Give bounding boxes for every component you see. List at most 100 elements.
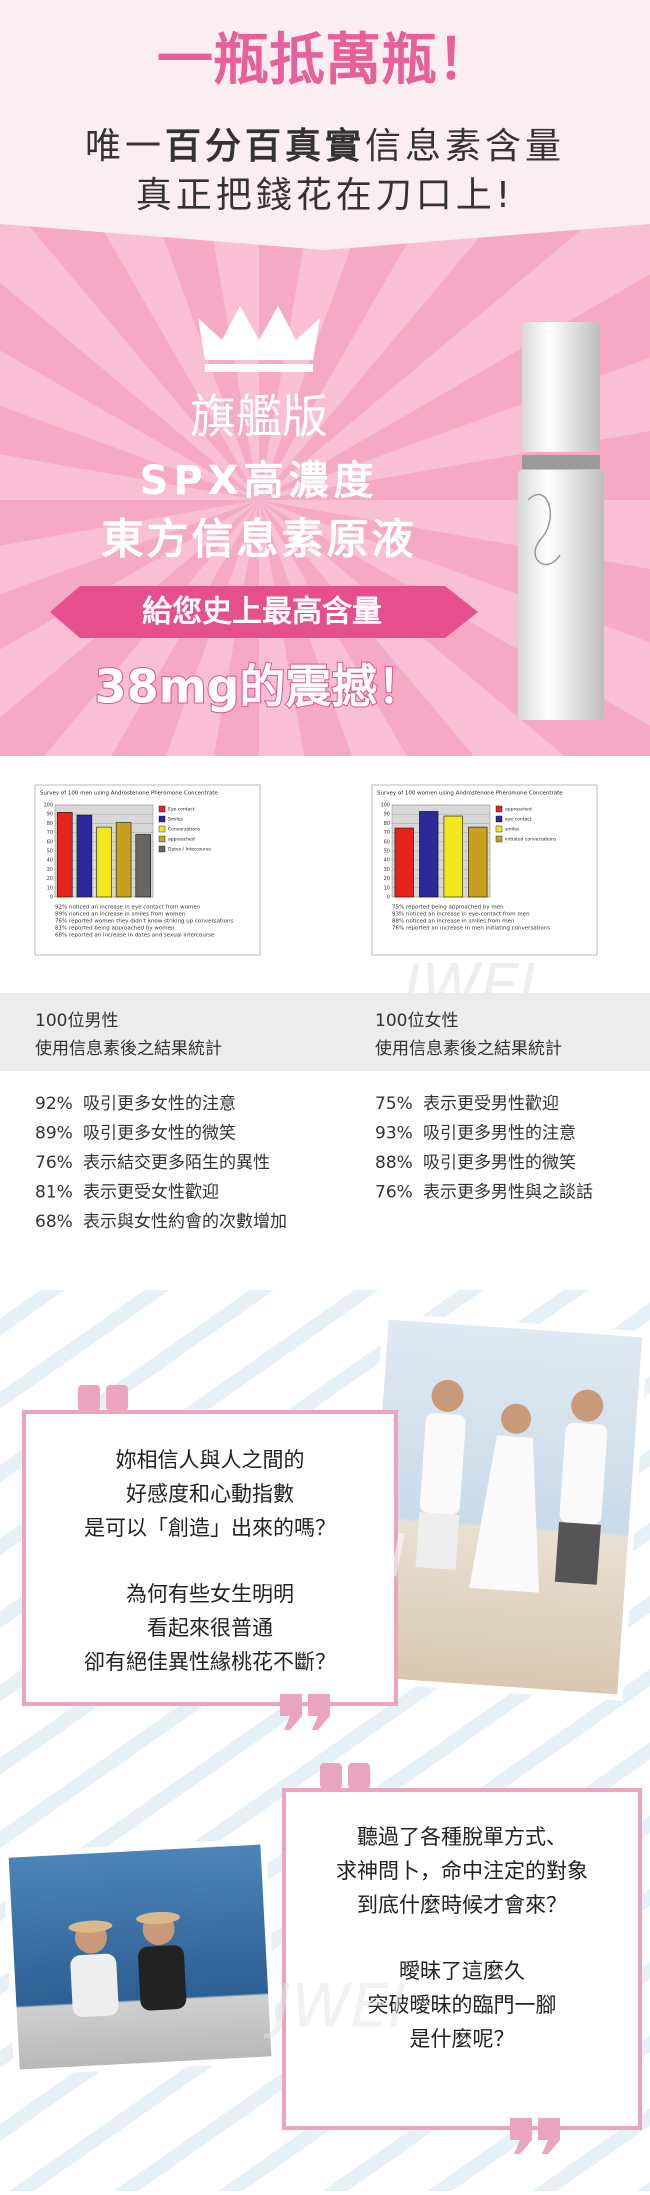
quote-line: 看起來很普通 <box>147 1616 273 1640</box>
legend-swatch <box>158 805 166 813</box>
stat-text: 吸引更多女性的微笑 <box>83 1124 236 1144</box>
y-tick-label: 90 <box>384 812 390 818</box>
legend-label: Conversations <box>168 827 201 833</box>
chart-note: 76% reported an increase in men initiati… <box>392 926 550 932</box>
ray <box>259 224 360 500</box>
ribbon <box>50 586 478 638</box>
quote-mark <box>308 1694 330 1730</box>
group-label: 100位女性 <box>375 1011 458 1031</box>
ray <box>259 224 491 500</box>
y-tick-label: 50 <box>47 849 53 855</box>
person-body <box>559 1422 608 1525</box>
subtitle-part: 唯一 <box>85 126 165 167</box>
edition: 旗艦版 <box>190 390 328 444</box>
stat-text: 吸引更多女性的注意 <box>83 1094 236 1114</box>
stat-percent: 89% <box>35 1124 73 1144</box>
legend-swatch <box>495 825 503 833</box>
legend-label: eye contact <box>505 817 532 823</box>
ribbon-text: 給您史上最高含量 <box>142 595 382 630</box>
stat-percent: 92% <box>35 1094 73 1114</box>
bar <box>96 826 112 898</box>
stat-text: 吸引更多男性的注意 <box>423 1124 576 1144</box>
chart-note: 81% reported being approached by women <box>55 926 175 932</box>
ray <box>210 224 259 500</box>
y-tick-label: 30 <box>384 867 390 873</box>
main-title: 一瓶抵萬瓶！ <box>157 28 493 93</box>
ray <box>165 500 259 756</box>
stat-text: 表示更受男性歡迎 <box>423 1094 559 1114</box>
ray <box>99 224 259 500</box>
ray <box>0 350 259 500</box>
legend-swatch <box>495 815 503 823</box>
quote-mark <box>510 2118 532 2154</box>
quote-line: 是可以「創造」出來的嗎？ <box>84 1516 336 1540</box>
person-legs <box>554 1521 601 1585</box>
bottle-ornament <box>527 493 561 566</box>
bar <box>394 827 414 898</box>
legend-label: approached <box>168 837 195 843</box>
person-dress <box>469 1435 540 1593</box>
person-hat <box>136 1911 181 1925</box>
y-tick-label: 10 <box>47 885 53 891</box>
y-tick-label: 20 <box>384 876 390 882</box>
quote-mark <box>538 2118 560 2154</box>
legend-label: Smiles <box>168 817 184 823</box>
bar <box>419 811 439 898</box>
chart-title: Survey of 100 women using Androstenone P… <box>377 791 563 797</box>
bottle-ring <box>522 455 600 469</box>
banner-edge <box>0 215 650 250</box>
survey-charts: Survey of 100 men using Androstenone Phe… <box>34 784 598 956</box>
quote-line: 好感度和心動指數 <box>126 1482 294 1506</box>
bar <box>76 814 93 898</box>
stat-percent: 76% <box>35 1153 73 1173</box>
y-tick-label: 70 <box>47 830 53 836</box>
quote-mark <box>78 1385 100 1411</box>
crown-base <box>205 364 313 372</box>
bottle-cap <box>522 322 600 452</box>
subtitle-bold: 百分百真實 <box>165 125 365 167</box>
y-tick-label: 0 <box>50 895 53 901</box>
crown <box>198 306 320 360</box>
legend-label: Eye contact <box>168 807 195 813</box>
bar <box>115 822 132 898</box>
chart-note: 92% noticed an increase in eye contact f… <box>55 905 201 911</box>
legend-label: smiles <box>505 827 520 833</box>
legend-swatch <box>495 805 503 813</box>
stat-text: 表示更受女性歡迎 <box>83 1183 219 1203</box>
chart-note: 88% noticed an increase in smiles from m… <box>392 919 515 925</box>
quote-line: 卻有絕佳異性緣桃花不斷？ <box>84 1650 336 1674</box>
person-head <box>571 1389 604 1422</box>
y-tick-label: 100 <box>380 803 390 809</box>
legend-label: approached <box>505 807 532 813</box>
stat-percent: 93% <box>375 1124 413 1144</box>
banner-line-1: SPX高濃度 <box>140 458 379 504</box>
quote-line: 求神問卜，命中注定的對象 <box>336 1859 588 1883</box>
quote-line: 突破曖昧的臨門一腳 <box>368 1993 557 2017</box>
person-head <box>501 1403 532 1434</box>
survey-chart: Survey of 100 women using Androstenone P… <box>371 784 598 956</box>
stat-text: 表示與女性約會的次數增加 <box>83 1212 287 1232</box>
ray <box>259 224 650 500</box>
chart-note: 75% reported being approached by men <box>392 905 504 911</box>
y-tick-label: 60 <box>384 839 390 845</box>
legend-swatch <box>495 835 503 843</box>
y-tick-label: 100 <box>43 803 53 809</box>
legend-swatch <box>158 815 166 823</box>
quote-mark <box>320 1763 342 1789</box>
speech-box <box>22 1410 398 1706</box>
header-bg <box>0 0 650 230</box>
quote-line: 到底什麼時候才會來？ <box>357 1893 567 1917</box>
close-quote <box>510 2118 560 2154</box>
photo-1 <box>357 1313 649 1701</box>
group-caption: 使用信息素後之結果統計 <box>35 1038 222 1059</box>
person-hat <box>68 1920 113 1933</box>
y-tick-label: 40 <box>47 858 53 864</box>
speech-box <box>282 1788 642 2130</box>
stat-percent: 75% <box>375 1094 413 1114</box>
quote-line: 曖昧了這麼久 <box>399 1959 525 1983</box>
bottle-body <box>518 470 604 720</box>
group-caption: 使用信息素後之結果統計 <box>375 1038 562 1059</box>
